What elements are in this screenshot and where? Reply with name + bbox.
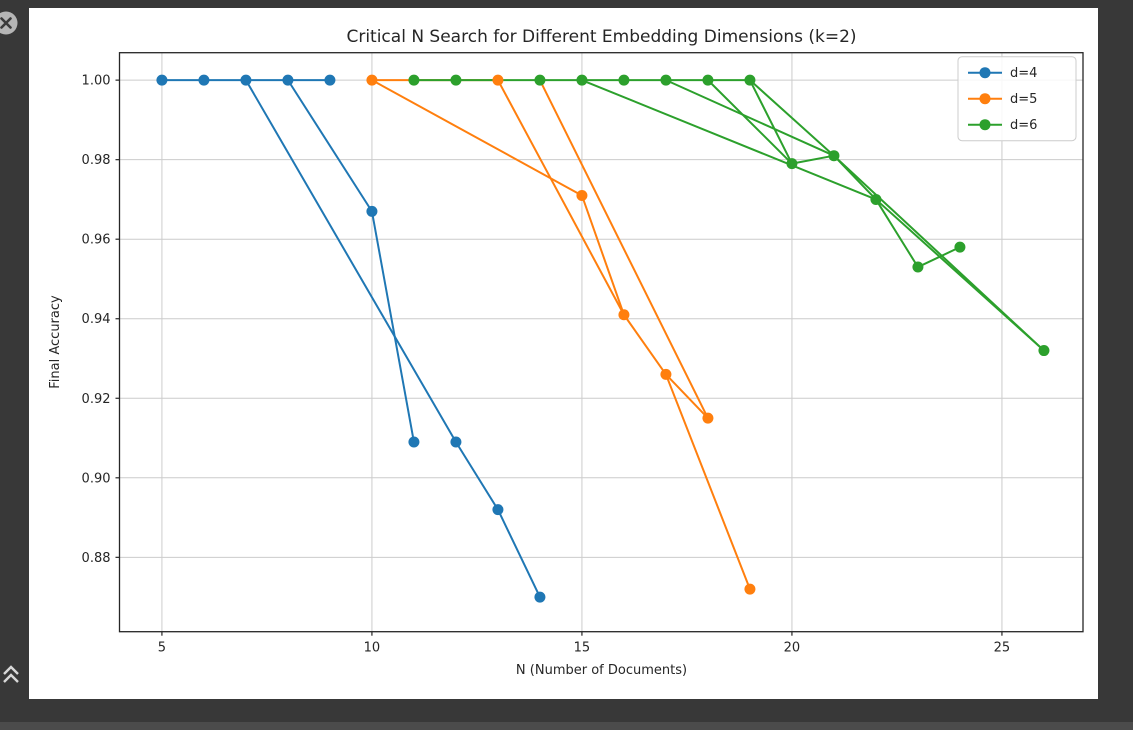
data-point-d=5	[366, 74, 378, 86]
series-line-d=5	[664, 373, 751, 591]
data-point-d=6	[912, 261, 924, 273]
data-point-d=6	[534, 74, 546, 86]
series-line-d=6	[748, 79, 835, 157]
close-button[interactable]	[0, 10, 19, 36]
x-tick-label: 15	[574, 641, 591, 656]
y-tick-label: 0.92	[82, 392, 111, 407]
chart-plot-area: 5 10 15 20 25 0.88 0.90 0.92 0.94 0.96 0.98 1.00 d=4…	[82, 52, 1084, 656]
data-point-d=6	[870, 193, 882, 205]
data-point-d=5	[576, 189, 588, 201]
legend-marker-sample	[979, 67, 991, 79]
expand-up-button[interactable]	[1, 664, 21, 686]
x-tick-label: 25	[994, 641, 1011, 656]
legend-marker-sample	[979, 119, 991, 131]
data-point-d=4	[240, 74, 252, 86]
x-tick-label: 5	[158, 641, 166, 656]
series-line-d=5	[370, 79, 709, 420]
y-tick-label: 0.90	[82, 471, 111, 486]
data-point-d=5	[492, 74, 504, 86]
y-tick-label: 0.96	[82, 233, 111, 248]
data-point-d=4	[198, 74, 210, 86]
y-tick-label: 0.94	[82, 312, 111, 327]
data-point-d=4	[450, 436, 462, 448]
series-line-d=6	[748, 79, 793, 165]
data-point-d=6	[828, 150, 840, 162]
x-tick-label: 20	[784, 641, 801, 656]
double-chevron-up-icon	[3, 665, 19, 683]
data-point-d=4	[534, 591, 546, 603]
data-point-d=5	[660, 368, 672, 380]
y-tick-label: 0.88	[82, 551, 111, 566]
data-point-d=5	[744, 583, 756, 595]
data-point-d=4	[156, 74, 168, 86]
data-point-d=6	[450, 74, 462, 86]
legend-label: d=5	[1010, 92, 1037, 107]
series-line-d=6	[706, 79, 961, 269]
data-point-d=6	[618, 74, 630, 86]
data-point-d=5	[618, 309, 630, 321]
axes-frame	[118, 52, 1084, 633]
data-point-d=6	[408, 74, 420, 86]
chart-figure: 5 10 15 20 25 0.88 0.90 0.92 0.94 0.96 0.98 1.00 d=4…	[29, 8, 1098, 699]
data-point-d=6	[786, 158, 798, 170]
data-point-d=6	[1038, 345, 1050, 357]
y-tick-label: 1.00	[82, 74, 111, 89]
legend-marker-sample	[979, 93, 991, 105]
chart-title: Critical N Search for Different Embeddin…	[346, 27, 857, 47]
data-point-d=6	[744, 74, 756, 86]
data-point-d=4	[324, 74, 336, 86]
legend-label: d=4	[1010, 66, 1037, 81]
data-point-d=5	[702, 412, 714, 424]
x-tick-label: 10	[364, 641, 381, 656]
y-axis-label: Final Accuracy	[48, 295, 63, 389]
data-point-d=6	[954, 241, 966, 253]
data-point-d=6	[702, 74, 714, 86]
data-point-d=4	[408, 436, 420, 448]
legend-box	[957, 56, 1077, 142]
data-point-d=6	[660, 74, 672, 86]
y-tick-label: 0.98	[82, 153, 111, 168]
data-point-d=4	[492, 504, 504, 516]
series-line-d=6	[664, 79, 835, 157]
series-line-d=5	[496, 79, 625, 316]
bottom-bar	[0, 722, 1133, 730]
close-icon	[0, 11, 18, 35]
x-axis-label: N (Number of Documents)	[515, 663, 688, 678]
series-line-d=5	[538, 79, 709, 420]
data-point-d=4	[366, 205, 378, 217]
series-line-d=6	[874, 198, 1045, 352]
legend-label: d=6	[1010, 118, 1037, 133]
data-point-d=6	[576, 74, 588, 86]
series-line-d=4	[244, 79, 541, 599]
data-point-d=4	[282, 74, 294, 86]
series-line-d=6	[580, 79, 877, 201]
